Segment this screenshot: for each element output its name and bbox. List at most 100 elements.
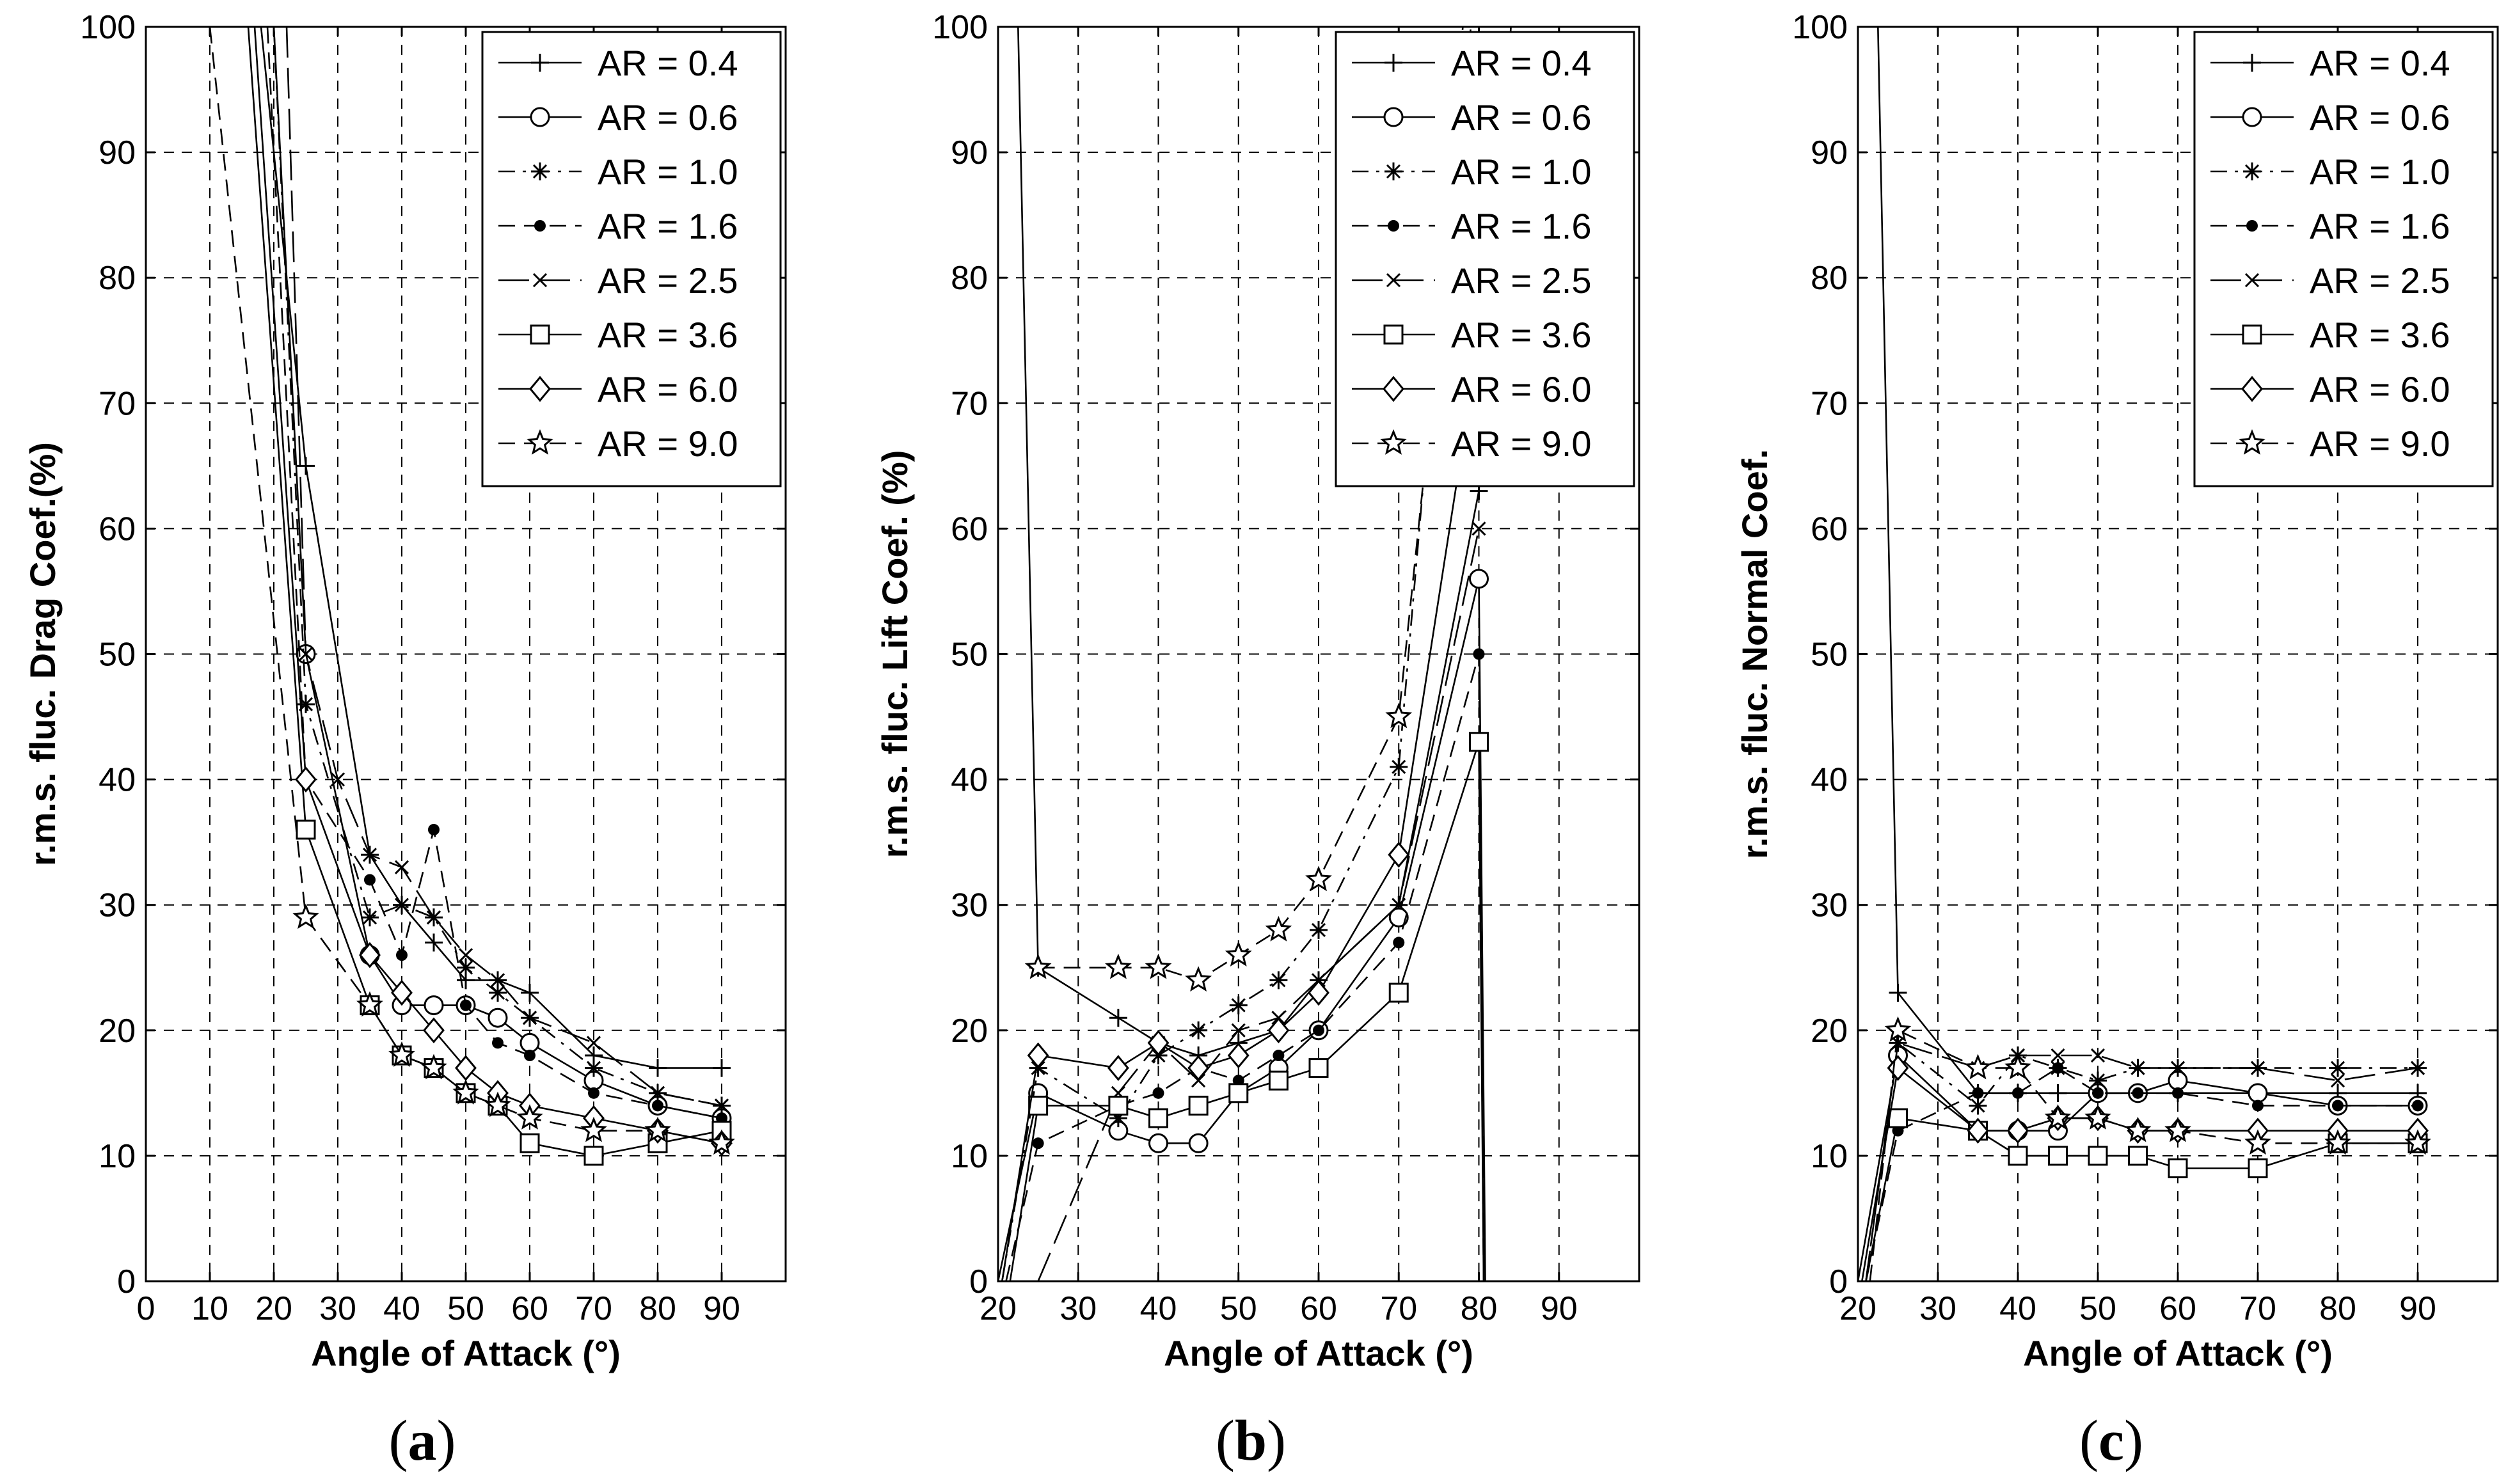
legend-entry: AR = 2.5 xyxy=(1352,260,1591,301)
data-point xyxy=(2052,1062,2064,1074)
data-point xyxy=(1313,1024,1324,1036)
series-line xyxy=(1865,1041,2418,1281)
legend-marker xyxy=(2246,220,2258,232)
data-point xyxy=(457,958,475,977)
legend-label: AR = 1.0 xyxy=(2310,152,2450,192)
legend-entry: AR = 1.0 xyxy=(1352,152,1591,192)
data-point xyxy=(714,1098,729,1113)
data-point xyxy=(1109,1009,1127,1027)
data-point xyxy=(423,1017,445,1044)
data-point xyxy=(2124,1116,2152,1142)
legend-label: AR = 9.0 xyxy=(598,423,738,464)
y-tick-label: 80 xyxy=(99,260,136,297)
y-tick-label: 100 xyxy=(932,9,988,46)
legend-entry: AR = 6.0 xyxy=(2210,369,2450,409)
data-point xyxy=(2048,1146,2068,1166)
data-point xyxy=(2170,1061,2186,1075)
data-point xyxy=(580,1116,607,1142)
legend-label: AR = 0.6 xyxy=(598,97,738,138)
data-point xyxy=(1145,953,1172,979)
y-tick-label: 10 xyxy=(951,1138,988,1175)
panel-b: 20 30 40 50 60 70 80 90 0 10 20 30 40 50 60 70 80 90 100 An… xyxy=(875,9,1640,1472)
data-point xyxy=(1108,1095,1129,1116)
legend: AR = 0.4 AR = 0.6 AR = 1.0 AR = 1.6 AR = 2.5… xyxy=(2193,31,2494,487)
x-tick-label: 60 xyxy=(1300,1290,1337,1327)
data-point xyxy=(586,1036,601,1050)
data-point xyxy=(295,766,317,793)
legend-marker xyxy=(1380,429,1407,455)
legend-label: AR = 9.0 xyxy=(1451,423,1591,464)
legend-entry: AR = 1.0 xyxy=(2210,152,2450,192)
legend-entry: AR = 2.5 xyxy=(2210,260,2450,301)
y-tick-label: 30 xyxy=(951,887,988,924)
data-point xyxy=(1473,648,1485,660)
data-point xyxy=(2130,1061,2145,1075)
x-tick-label: 50 xyxy=(1220,1290,1257,1327)
data-point xyxy=(1229,996,1248,1014)
legend-entry: AR = 0.4 xyxy=(1352,43,1591,83)
data-point xyxy=(2410,1061,2425,1075)
data-point xyxy=(2089,1071,2107,1090)
data-point xyxy=(2049,1084,2067,1102)
legend-entry: AR = 0.4 xyxy=(2210,43,2450,83)
x-tick-label: 20 xyxy=(980,1290,1017,1327)
data-point xyxy=(1393,936,1405,949)
data-point xyxy=(1469,732,1489,752)
legend-label: AR = 3.6 xyxy=(2310,315,2450,355)
legend-entry: AR = 0.6 xyxy=(2210,97,2450,138)
legend-label: AR = 1.6 xyxy=(1451,206,1591,246)
data-point xyxy=(2090,1048,2106,1063)
data-point xyxy=(2164,1116,2191,1142)
data-point xyxy=(1152,1087,1164,1099)
data-point xyxy=(2172,1087,2184,1099)
data-point xyxy=(2084,1104,2111,1130)
data-point xyxy=(522,1011,537,1025)
data-point xyxy=(1964,1054,1992,1080)
data-point xyxy=(396,949,408,961)
x-tick-label: 10 xyxy=(191,1290,228,1327)
data-point xyxy=(2250,1061,2265,1075)
x-tick-label: 60 xyxy=(511,1290,548,1327)
data-point xyxy=(394,860,409,874)
panel-label: (c) xyxy=(2079,1409,2143,1472)
data-point xyxy=(1472,521,1486,536)
legend-label: AR = 2.5 xyxy=(598,260,738,301)
legend-label: AR = 1.6 xyxy=(2310,206,2450,246)
data-point xyxy=(1148,1133,1168,1153)
x-tick-label: 30 xyxy=(319,1290,356,1327)
data-point xyxy=(2244,1129,2271,1155)
data-point xyxy=(2168,1158,2188,1179)
data-point xyxy=(1390,757,1408,776)
y-tick-label: 50 xyxy=(951,636,988,674)
data-point xyxy=(2404,1129,2431,1155)
data-point xyxy=(1027,1042,1049,1069)
series-line xyxy=(285,27,722,1107)
data-point xyxy=(2132,1087,2144,1099)
y-tick-label: 30 xyxy=(1811,887,1848,924)
series-3.6 xyxy=(1009,732,1489,1281)
legend-label: AR = 9.0 xyxy=(2310,423,2450,464)
data-point xyxy=(489,983,507,1002)
data-point xyxy=(1388,841,1410,868)
legend: AR = 0.4 AR = 0.6 AR = 1.0 AR = 1.6 AR = 2.5… xyxy=(481,31,782,487)
y-tick-label: 0 xyxy=(117,1263,136,1300)
data-point xyxy=(2252,1100,2264,1112)
data-point xyxy=(1273,1050,1285,1062)
data-point xyxy=(2248,1158,2268,1179)
data-point xyxy=(1310,920,1328,939)
x-tick-label: 40 xyxy=(1999,1290,2036,1327)
legend-marker xyxy=(529,375,551,402)
x-tick-label: 40 xyxy=(383,1290,420,1327)
data-point xyxy=(292,903,319,929)
data-point xyxy=(588,1087,599,1099)
data-point xyxy=(1148,1108,1168,1128)
data-point xyxy=(297,695,315,713)
legend-entry: AR = 0.4 xyxy=(498,43,738,83)
y-tick-label: 30 xyxy=(99,887,136,924)
x-tick-label: 80 xyxy=(2319,1290,2356,1327)
y-tick-label: 10 xyxy=(99,1138,136,1175)
data-point xyxy=(1308,1058,1329,1078)
data-point xyxy=(424,995,444,1016)
data-point xyxy=(1105,953,1132,979)
legend-marker xyxy=(2239,429,2265,455)
